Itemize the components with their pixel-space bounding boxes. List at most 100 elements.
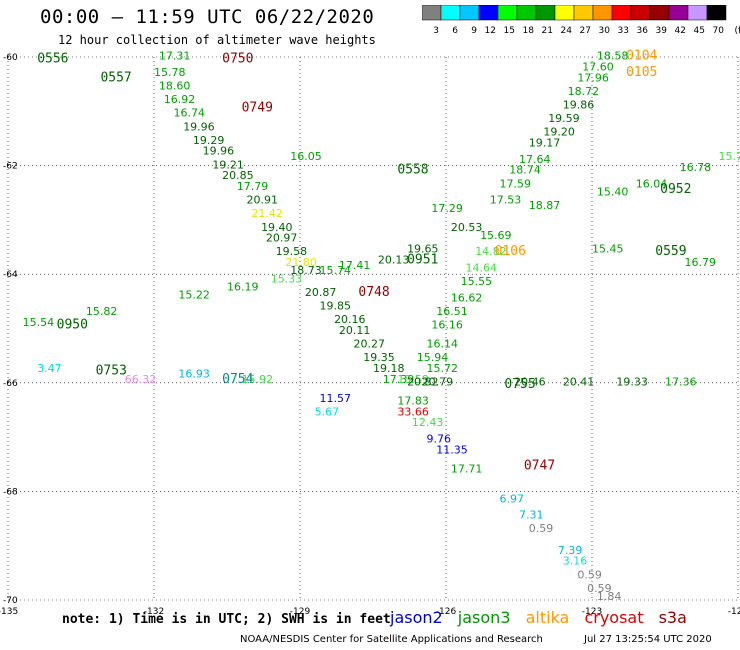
pass-time-label: 0556 (37, 51, 68, 66)
swh-label: 20.53 (451, 221, 483, 234)
swh-label: 1.84 (597, 590, 622, 603)
satellite-jason2: jason2 (390, 608, 443, 627)
swh-label: 20.11 (339, 324, 371, 337)
legend-label: 12 (485, 26, 496, 36)
swh-label: 19.20 (543, 126, 575, 139)
swh-label: 20.97 (266, 232, 298, 245)
swh-label: 5.67 (315, 405, 340, 418)
swh-label: 16.79 (684, 256, 716, 269)
swh-label: 3.16 (563, 555, 588, 568)
x-tick-label: -129 (290, 607, 311, 617)
swh-label: 14.64 (465, 261, 497, 274)
swh-label: 9.76 (427, 433, 452, 446)
swh-label: 20.13 (378, 253, 410, 266)
chart-subtitle: 12 hour collection of altimeter wave hei… (58, 33, 376, 47)
pass-time-label: 0104 (626, 49, 657, 64)
swh-label: 16.05 (290, 150, 322, 163)
swh-label: 19.96 (183, 120, 215, 133)
chart-title: 00:00 – 11:59 UTC 06/22/2020 (40, 6, 375, 28)
x-tick-label: -120 (728, 607, 740, 617)
swh-label: 20.27 (354, 338, 386, 351)
legend-label: 42 (675, 26, 686, 36)
pass-time-label: 0753 (96, 364, 127, 379)
swh-label: 19.85 (319, 299, 351, 312)
pass-time-label: 0755 (504, 377, 535, 392)
swh-label: 18.60 (159, 80, 191, 93)
swh-label: 0.59 (577, 568, 602, 581)
swh-label: 18.74 (509, 164, 541, 177)
satellite-jason3: jason3 (457, 608, 511, 627)
swh-label: 15.33 (271, 272, 303, 285)
swh-label: 15.82 (86, 305, 118, 318)
x-tick-label: -135 (0, 607, 18, 617)
swh-label: 17.53 (490, 194, 522, 207)
legend-swatch (706, 5, 727, 21)
swh-label: 15.76 (719, 150, 740, 163)
swh-label: 15.72 (427, 362, 459, 375)
swh-label: 20.91 (246, 194, 278, 207)
pass-time-label: 0951 (407, 252, 438, 267)
pass-time-label: 0559 (655, 244, 686, 259)
swh-label: 18.72 (568, 85, 600, 98)
swh-label: 17.83 (397, 395, 429, 408)
swh-label: 20.85 (222, 169, 254, 182)
swh-label: 33.66 (397, 405, 429, 418)
y-tick-label: -64 (3, 270, 18, 280)
legend-label: 3 (433, 26, 439, 36)
swh-label: 17.41 (339, 259, 371, 272)
pass-time-label: 0748 (358, 285, 389, 300)
swh-label: 16.19 (227, 280, 259, 293)
swh-label: 19.35 (363, 351, 395, 364)
swh-label: 17.79 (237, 180, 269, 193)
swh-label: 17.36 (665, 376, 697, 389)
swh-label: 12.43 (412, 416, 444, 429)
legend-label: 27 (580, 26, 591, 36)
swh-label: 16.04 (636, 177, 668, 190)
swh-label: 15.59 (397, 373, 429, 386)
swh-label: 17.29 (431, 202, 463, 215)
satellite-legend: jason2 jason3 altika cryosat s3a (390, 608, 697, 627)
swh-label: 15.94 (417, 351, 449, 364)
swh-label: 17.71 (451, 462, 483, 475)
legend-label: 18 (523, 26, 535, 36)
pass-time-label: 0747 (524, 459, 555, 474)
swh-label: 20.87 (305, 286, 337, 299)
swh-label: 20.79 (422, 376, 454, 389)
credit-line: NOAA/NESDIS Center for Satellite Applica… (240, 634, 543, 645)
swh-label: 16.62 (451, 291, 483, 304)
swh-label: 0.59 (529, 522, 554, 535)
swh-label: 16.74 (173, 107, 205, 120)
pass-time-label: 0557 (100, 70, 131, 85)
swh-label: 17.39 (383, 373, 415, 386)
legend-label: 6 (452, 26, 458, 36)
swh-label: 6.97 (500, 492, 525, 505)
legend-label: 33 (618, 26, 629, 36)
swh-label: 16.51 (436, 305, 468, 318)
swh-label: 18.58 (597, 50, 629, 63)
x-tick-label: -132 (144, 607, 164, 617)
pass-time-label: 0952 (660, 182, 691, 197)
swh-label: 20.16 (334, 313, 366, 326)
swh-label: 19.58 (276, 245, 308, 258)
pass-time-label: 0950 (57, 318, 88, 333)
legend-label: 21 (542, 26, 553, 36)
swh-label: 7.39 (558, 544, 583, 557)
swh-label: 7.31 (519, 509, 544, 522)
swh-label: 20.46 (514, 376, 546, 389)
pass-time-label: 0749 (242, 100, 273, 115)
swh-label: 15.78 (154, 66, 186, 79)
swh-label: 21.42 (251, 207, 282, 220)
swh-label: 15.45 (592, 242, 624, 255)
swh-label: 15.69 (480, 229, 512, 242)
swh-label: 18.73 (290, 264, 322, 277)
pass-time-label: 0105 (626, 65, 657, 80)
footer-note: note: 1) Time is in UTC; 2) SWH is in fe… (62, 612, 391, 627)
x-tick-label: -126 (436, 607, 457, 617)
swh-label: 16.14 (427, 338, 459, 351)
swh-label: 19.33 (616, 376, 648, 389)
swh-label: 15.74 (319, 264, 351, 277)
swh-label: 16.78 (680, 161, 712, 174)
swh-label: 19.86 (563, 99, 595, 112)
swh-label: 15.22 (178, 289, 210, 302)
